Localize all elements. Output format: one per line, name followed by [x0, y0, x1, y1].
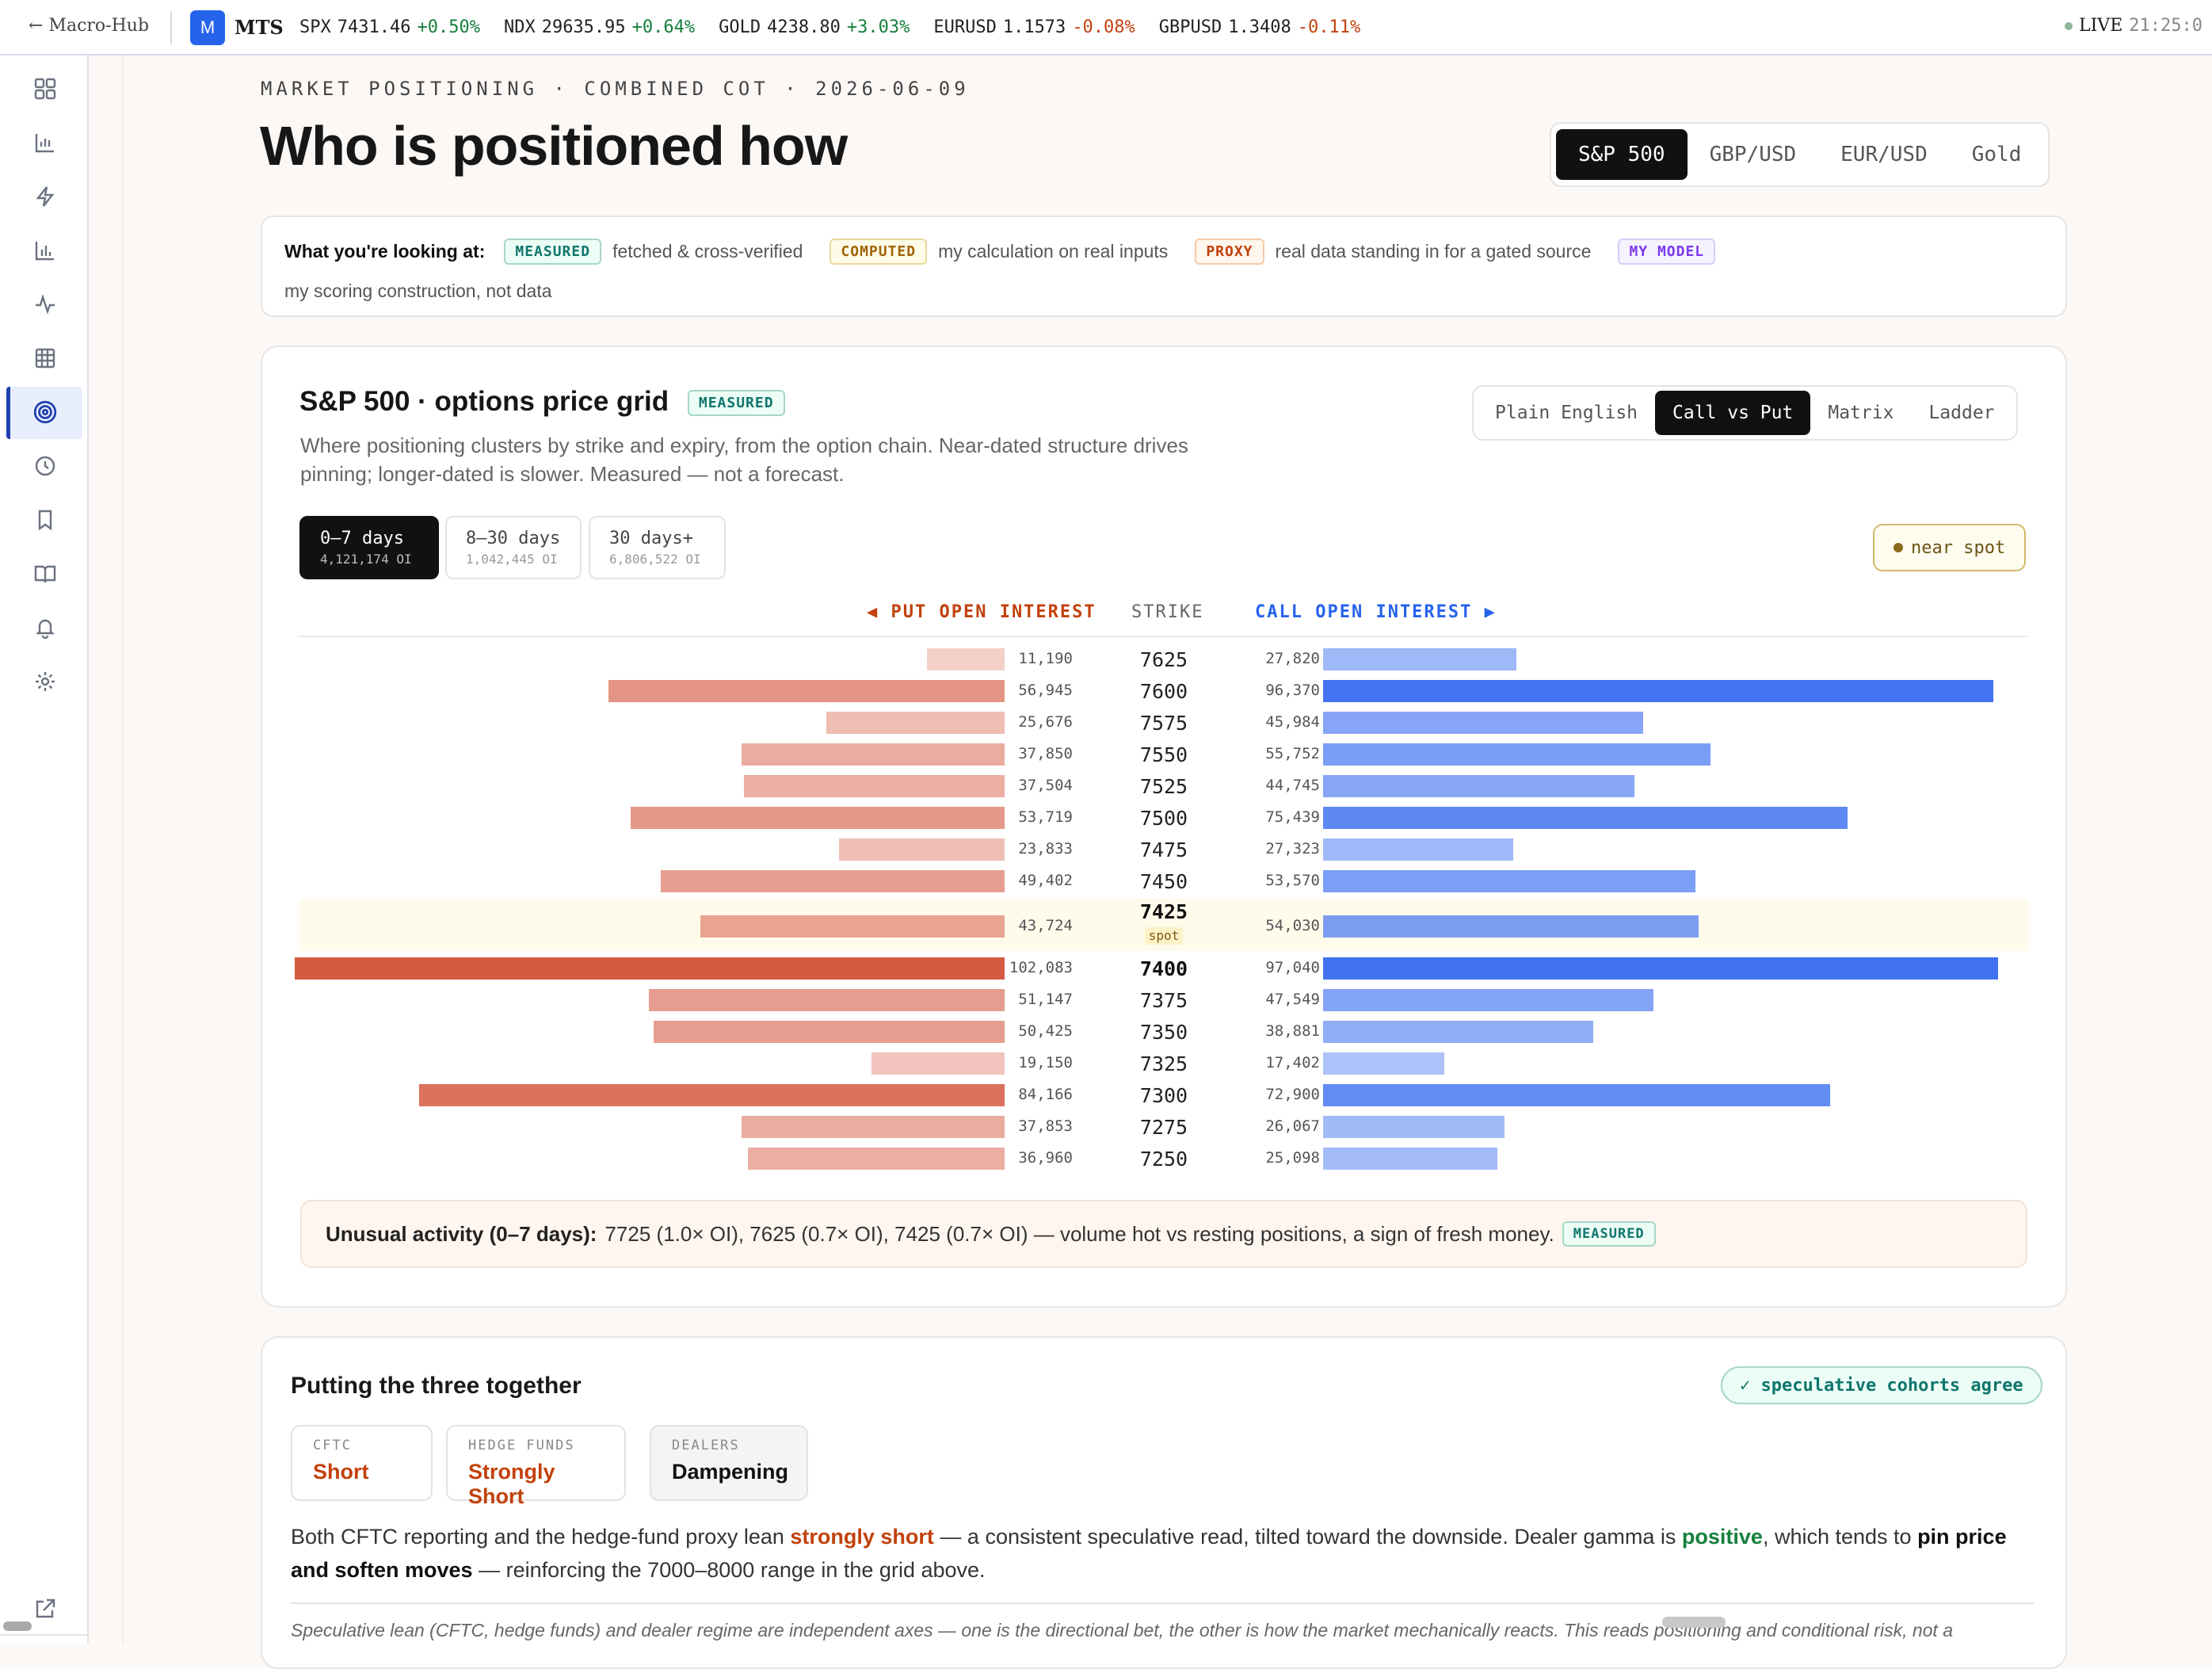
- page-kicker: MARKET POSITIONING · COMBINED COT · 2026…: [261, 78, 970, 100]
- tab-plain-english[interactable]: Plain English: [1495, 403, 1638, 423]
- summary-paragraph: Both CFTC reporting and the hedge-fund p…: [291, 1525, 2007, 1582]
- strike-row-7350[interactable]: [299, 1016, 2028, 1048]
- legend-intro: What you're looking at:: [284, 240, 486, 262]
- page-title: Who is positioned how: [260, 115, 848, 177]
- strike-column-header: STRIKE: [1131, 602, 1204, 622]
- chart-icon[interactable]: [29, 127, 61, 158]
- tab-ladder[interactable]: Ladder: [1928, 403, 1995, 423]
- summary-title: Putting the three together: [291, 1373, 582, 1399]
- cftc-chip[interactable]: CFTC Short: [291, 1425, 433, 1501]
- strike-row-7400[interactable]: [299, 953, 2028, 984]
- ticker-ndx[interactable]: NDX 29635.95 +0.64%: [503, 17, 696, 37]
- clock-icon[interactable]: [29, 450, 61, 482]
- view-tabs: Plain English Call vs Put Matrix Ladder: [1472, 385, 2018, 441]
- external-link-icon[interactable]: [29, 1593, 61, 1625]
- tag-measured: MEASURED: [1562, 1221, 1656, 1247]
- dashboard-icon[interactable]: [29, 73, 61, 105]
- live-label: LIVE: [2079, 16, 2123, 36]
- summary-divider: [291, 1602, 2034, 1604]
- strike-row-7425[interactable]: [299, 897, 2028, 953]
- page-scrollbar[interactable]: [1662, 1617, 1726, 1628]
- sidebar-scrollbar[interactable]: [3, 1621, 32, 1631]
- divider: [170, 11, 172, 44]
- legend-desc: real data standing in for a gated source: [1275, 240, 1592, 262]
- strike-row-7450[interactable]: [299, 865, 2028, 897]
- sidebar-divider: [0, 1634, 89, 1636]
- dealers-chip[interactable]: DEALERS Dampening: [650, 1425, 808, 1501]
- target-icon[interactable]: [29, 396, 61, 428]
- tag-measured: MEASURED: [504, 238, 602, 265]
- hedge-funds-chip[interactable]: HEDGE FUNDS Strongly Short: [446, 1425, 626, 1508]
- live-indicator: LIVE 21:25:0: [2065, 16, 2202, 36]
- unusual-activity-note: Unusual activity (0–7 days): 7725 (1.0× …: [300, 1200, 2027, 1268]
- ticker-gold[interactable]: GOLD 4238.80 +3.03%: [719, 17, 910, 37]
- top-bar: ← Macro-Hub M MTS SPX 7431.46 +0.50% NDX 29…: [0, 0, 2212, 55]
- strike-row-7250[interactable]: [299, 1143, 2028, 1174]
- expiry-tab-0-7[interactable]: 0–7 days 4,121,174 OI: [299, 516, 439, 579]
- grid-card-subtitle: Where positioning clusters by strike and…: [300, 433, 1188, 486]
- app-logo[interactable]: M: [190, 10, 225, 45]
- tag-my-model: MY MODEL: [1618, 238, 1716, 265]
- spot-dot-icon: [1894, 543, 1903, 552]
- near-spot-legend: near spot: [1873, 524, 2027, 571]
- clock-time: 21:25:0: [2129, 16, 2202, 36]
- agreement-badge: ✓ speculative cohorts agree: [1721, 1366, 2042, 1404]
- tag-proxy: PROXY: [1195, 238, 1264, 265]
- tab-sp500[interactable]: S&P 500: [1556, 129, 1688, 180]
- bolt-icon[interactable]: [29, 181, 61, 212]
- legend-desc: fetched & cross-verified: [612, 240, 803, 262]
- tab-gold[interactable]: Gold: [1971, 143, 2022, 166]
- summary-footnote: Speculative lean (CFTC, hedge funds) and…: [291, 1620, 1953, 1640]
- strike-row-7525[interactable]: [299, 770, 2028, 802]
- grid-icon[interactable]: [29, 342, 61, 374]
- strike-row-7475[interactable]: [299, 834, 2028, 865]
- pulse-icon[interactable]: [29, 288, 61, 320]
- tag-measured: MEASURED: [687, 390, 785, 417]
- tag-computed: COMPUTED: [830, 238, 928, 265]
- strike-row-7575[interactable]: [299, 707, 2028, 739]
- tab-eurusd[interactable]: EUR/USD: [1840, 143, 1928, 166]
- ticker-eurusd[interactable]: EURUSD 1.1573 -0.08%: [933, 17, 1135, 37]
- tab-gbpusd[interactable]: GBP/USD: [1709, 143, 1797, 166]
- unusual-text: 7725 (1.0× OI), 7625 (0.7× OI), 7425 (0.…: [604, 1221, 1554, 1246]
- strike-row-7550[interactable]: [299, 739, 2028, 770]
- book-icon[interactable]: [29, 558, 61, 590]
- grid-card-title: S&P 500 · options price grid MEASURED: [299, 386, 785, 418]
- strike-row-7375[interactable]: [299, 984, 2028, 1016]
- grid-title-text: S&P 500 · options price grid: [299, 386, 669, 417]
- strike-row-7625[interactable]: [299, 644, 2028, 675]
- data-provenance-legend: What you're looking at: MEASURED fetched…: [261, 216, 2067, 317]
- bookmark-icon[interactable]: [29, 504, 61, 536]
- sidebar: [0, 55, 89, 1644]
- strike-row-7300[interactable]: [299, 1079, 2028, 1111]
- put-column-header: ◀ PUT OPEN INTEREST: [867, 602, 1096, 622]
- ticker-strip: SPX 7431.46 +0.50% NDX 29635.95 +0.64% GOLD 4…: [299, 17, 1360, 37]
- back-link[interactable]: ← Macro-Hub: [29, 16, 150, 36]
- app-name: MTS: [235, 16, 284, 39]
- tab-call-vs-put[interactable]: Call vs Put: [1655, 391, 1811, 435]
- legend-desc: my scoring construction, not data: [284, 280, 552, 301]
- call-column-header: CALL OPEN INTEREST ▶: [1255, 602, 1497, 622]
- ticker-spx[interactable]: SPX 7431.46 +0.50%: [299, 17, 480, 37]
- near-spot-label: near spot: [1911, 537, 2006, 558]
- strike-row-7275[interactable]: [299, 1111, 2028, 1143]
- bell-icon[interactable]: [29, 612, 61, 644]
- ticker-gbpusd[interactable]: GBPUSD 1.3408 -0.11%: [1158, 17, 1361, 37]
- tab-matrix[interactable]: Matrix: [1828, 403, 1894, 423]
- live-dot-icon: [2065, 21, 2073, 30]
- asset-tabs: S&P 500 GBP/USD EUR/USD Gold: [1550, 122, 2050, 187]
- bar-chart-icon[interactable]: [29, 235, 61, 266]
- strike-row-7325[interactable]: [299, 1048, 2028, 1079]
- strike-row-7600[interactable]: [299, 675, 2028, 707]
- gear-icon[interactable]: [29, 666, 61, 697]
- legend-desc: my calculation on real inputs: [938, 240, 1169, 262]
- header-rule: [299, 636, 2028, 637]
- unusual-label: Unusual activity (0–7 days):: [326, 1221, 597, 1246]
- expiry-tab-30-plus[interactable]: 30 days+ 6,806,522 OI: [589, 516, 726, 579]
- expiry-tab-8-30[interactable]: 8–30 days 1,042,445 OI: [445, 516, 582, 579]
- strike-row-7500[interactable]: [299, 802, 2028, 834]
